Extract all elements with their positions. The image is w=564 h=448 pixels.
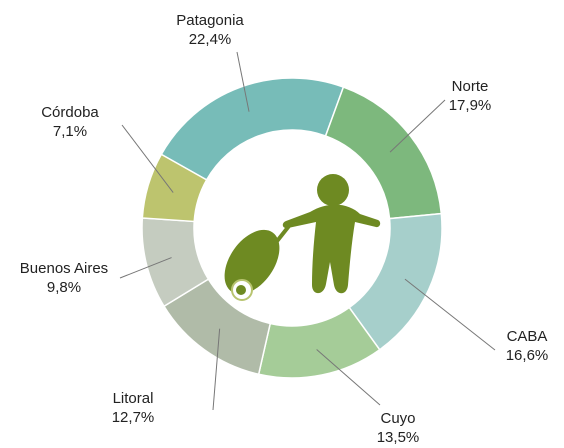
- donut: Patagonia 22,4% Norte 17,9% CABA 16,6% Cuyo 13,…: [20, 12, 548, 446]
- traveler-icon: [224, 174, 381, 301]
- leader-line: [389, 99, 446, 153]
- slice-value-label: 16,6%: [506, 347, 549, 364]
- donut-segment: [160, 77, 345, 181]
- leader-line: [121, 124, 174, 193]
- slice-value-label: 22,4%: [189, 31, 232, 48]
- slice-label: Norte: [452, 78, 489, 95]
- slice-label: Patagonia: [176, 12, 244, 29]
- slice-value-label: 12,7%: [112, 409, 155, 426]
- donut-segment: [141, 153, 208, 223]
- leader-line: [404, 278, 496, 351]
- slice-label: CABA: [507, 328, 548, 345]
- slice-label: Litoral: [113, 390, 154, 407]
- leader-line: [316, 349, 381, 406]
- slice-value-label: 7,1%: [53, 123, 87, 140]
- slice-value-label: 17,9%: [449, 97, 492, 114]
- slice-label: Cuyo: [380, 410, 415, 427]
- slice-label: Buenos Aires: [20, 260, 108, 277]
- leader-line: [236, 51, 250, 112]
- slice-value-label: 9,8%: [47, 279, 81, 296]
- leader-line: [212, 328, 221, 411]
- slice-label: Córdoba: [41, 104, 99, 121]
- slice-value-label: 13,5%: [377, 429, 420, 446]
- leader-line: [119, 257, 172, 279]
